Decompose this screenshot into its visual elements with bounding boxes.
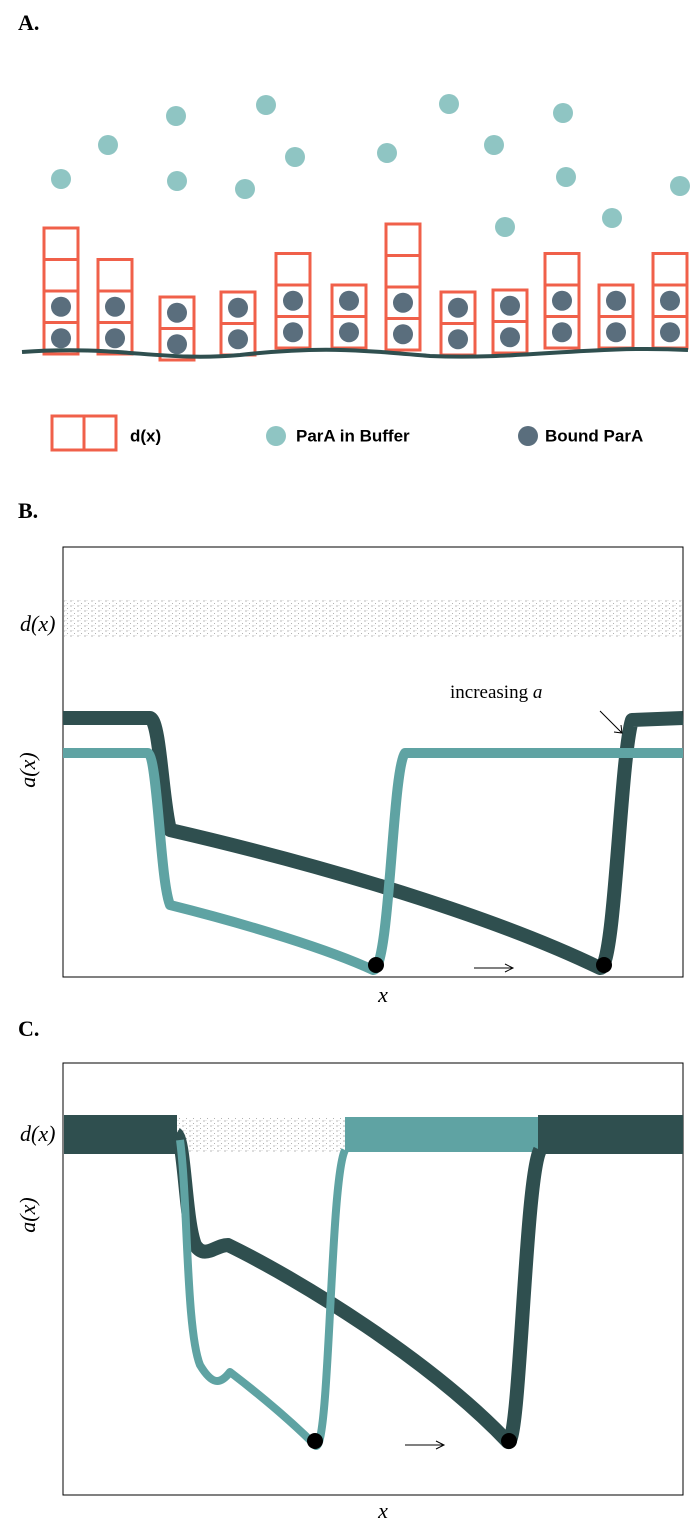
buffer-para [285, 147, 305, 167]
legend-label: Bound ParA [545, 426, 643, 445]
buffer-para [553, 103, 573, 123]
marker [307, 1433, 323, 1449]
legend-label: ParA in Buffer [296, 426, 410, 445]
d-band-light [345, 1117, 540, 1152]
bound-para [228, 329, 248, 349]
legend-box [84, 416, 116, 450]
x-label: x [377, 982, 388, 1007]
buffer-para [556, 167, 576, 187]
d-box [386, 256, 420, 288]
annotation: increasing a [450, 682, 542, 703]
panel-label: A. [18, 10, 39, 35]
buffer-para [98, 135, 118, 155]
d-box [276, 254, 310, 286]
d-box [44, 260, 78, 292]
buffer-para [51, 169, 71, 189]
legend-dot [266, 426, 286, 446]
legend-label: d(x) [130, 426, 161, 445]
arrow [474, 964, 513, 972]
panel-label: C. [18, 1016, 39, 1041]
a-curve-dark [176, 1134, 540, 1442]
marker [501, 1433, 517, 1449]
y-label: a(x) [15, 752, 40, 787]
y-label: a(x) [15, 1197, 40, 1232]
bound-para [448, 298, 468, 318]
figure: A. d(x) ParA in Buffer Bound ParA B. inc… [0, 0, 691, 1521]
d-band [175, 1117, 345, 1152]
bound-para [500, 296, 520, 316]
bound-para [448, 329, 468, 349]
a-curve-light [63, 753, 683, 970]
y-label: d(x) [20, 1121, 55, 1146]
buffer-para [167, 171, 187, 191]
arrow [600, 711, 622, 733]
d-box [98, 260, 132, 292]
schematic [44, 94, 690, 360]
bound-para [339, 291, 359, 311]
annotation-text: increasing [450, 682, 529, 703]
bound-para [660, 322, 680, 342]
bound-para [660, 291, 680, 311]
bound-para [283, 322, 303, 342]
d-box [545, 254, 579, 286]
buffer-para [256, 95, 276, 115]
d-band [64, 600, 682, 638]
bound-para [167, 334, 187, 354]
bound-para [606, 322, 626, 342]
marker [368, 957, 384, 973]
bound-para [51, 297, 71, 317]
y-label: d(x) [20, 611, 55, 636]
bound-para [105, 297, 125, 317]
buffer-para [439, 94, 459, 114]
legend-dot [518, 426, 538, 446]
buffer-para [235, 179, 255, 199]
buffer-para [484, 135, 504, 155]
arrow [405, 1441, 444, 1449]
bound-para [552, 322, 572, 342]
d-band-dark [64, 1115, 177, 1154]
buffer-para [602, 208, 622, 228]
bound-para [393, 293, 413, 313]
buffer-para [670, 176, 690, 196]
bound-para [500, 327, 520, 347]
bound-para [228, 298, 248, 318]
dna-line [22, 349, 688, 357]
buffer-para [166, 106, 186, 126]
bound-para [51, 328, 71, 348]
annotation-symbol: a [533, 682, 543, 703]
x-label: x [377, 1498, 388, 1521]
bound-para [283, 291, 303, 311]
buffer-para [495, 217, 515, 237]
bound-para [105, 328, 125, 348]
legend-box [52, 416, 84, 450]
d-box [653, 254, 687, 286]
d-band-dark [538, 1115, 683, 1154]
bound-para [167, 303, 187, 323]
bound-para [552, 291, 572, 311]
panel-label: B. [18, 498, 38, 523]
bound-para [393, 324, 413, 344]
buffer-para [377, 143, 397, 163]
bound-para [606, 291, 626, 311]
bound-para [339, 322, 359, 342]
marker [596, 957, 612, 973]
d-box [44, 228, 78, 260]
d-box [386, 224, 420, 256]
